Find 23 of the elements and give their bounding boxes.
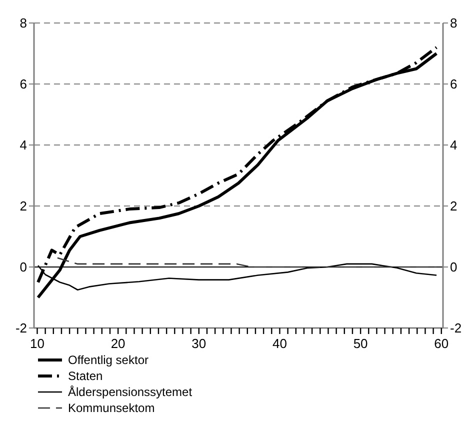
- y2-tick-label: -2: [450, 320, 462, 336]
- y-tick-label: 8: [20, 16, 27, 31]
- legend-label: Ålderspensionssytemet: [68, 385, 193, 400]
- y2-tick-label: 8: [450, 16, 458, 31]
- legend-label: Offentlig sektor: [68, 353, 148, 368]
- y-tick-label: 6: [20, 76, 27, 92]
- x-tick-label: 30: [192, 336, 206, 351]
- y2-tick-label: 2: [450, 198, 458, 214]
- x-tick-label: 40: [272, 336, 287, 351]
- legend-label: Staten: [68, 369, 103, 384]
- y-tick-label: 2: [20, 198, 27, 214]
- line-series: [56, 257, 438, 268]
- x-tick-label: 10: [30, 336, 44, 351]
- y-tick-label: 0: [20, 260, 27, 275]
- x-tick-label: 60: [434, 336, 449, 351]
- y2-tick-label: 0: [450, 260, 458, 275]
- y2-tick-label: 6: [450, 76, 458, 92]
- x-tick-label: 20: [110, 336, 126, 351]
- legend-label: Kommunsektom: [68, 401, 155, 416]
- y-tick-label: -2: [15, 320, 27, 336]
- y-tick-label: 4: [20, 138, 27, 153]
- x-tick-label: 50: [353, 336, 368, 351]
- y2-tick-label: 4: [450, 138, 458, 153]
